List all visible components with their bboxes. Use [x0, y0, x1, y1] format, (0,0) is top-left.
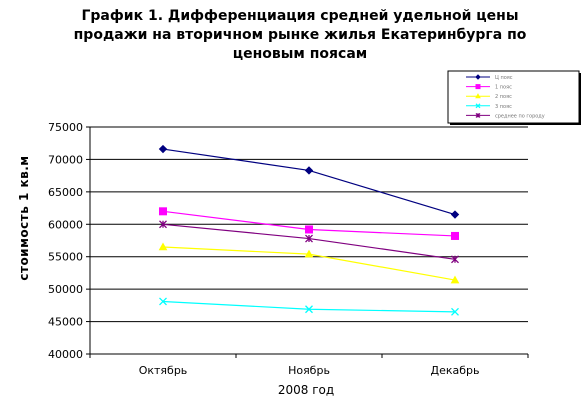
- data-point-marker: [451, 231, 459, 240]
- legend-label: 2 пояс: [495, 94, 512, 100]
- data-point-marker: [159, 220, 167, 229]
- y-tick-label: 60000: [48, 218, 83, 231]
- data-point-marker: [304, 166, 314, 175]
- series-group: [159, 220, 459, 264]
- series-line: [162, 148, 456, 216]
- data-point-marker: [159, 207, 167, 216]
- x-tick-label: Октябрь: [139, 364, 188, 377]
- series-group: [158, 144, 460, 219]
- chart-title-line-1: График 1. Дифференциация средней удельно…: [81, 8, 519, 24]
- data-point-marker: [475, 74, 481, 80]
- x-axis-label: 2008 год: [278, 383, 334, 397]
- x-tick-label: Декабрь: [431, 364, 480, 377]
- legend: Ц пояс 1 пояс 2 пояс 3 пояс среднее по город…: [447, 70, 581, 125]
- y-tick-label: 45000: [48, 316, 83, 329]
- data-point-marker: [158, 242, 168, 251]
- data-point-marker: [451, 255, 459, 264]
- y-tick-labels: 40000 45000 50000 55000 60000 65000 70000 75000: [48, 121, 83, 361]
- grid-lines: [90, 126, 528, 323]
- y-tick-label: 75000: [48, 121, 83, 134]
- data-point-marker: [450, 210, 460, 219]
- axes: [86, 126, 529, 358]
- x-tick-labels: Октябрь Ноябрь Декабрь: [139, 364, 480, 377]
- series-group: [159, 207, 459, 240]
- y-tick-label: 65000: [48, 186, 83, 199]
- chart-title-line-2: продажи на вторичном рынке жилья Екатери…: [73, 27, 527, 43]
- data-point-marker: [475, 84, 481, 90]
- legend-box: [447, 70, 580, 124]
- chart-title-line-3: ценовым поясам: [232, 46, 368, 62]
- series-group: [158, 242, 460, 284]
- data-point-marker: [304, 249, 314, 258]
- series-group: [159, 297, 459, 316]
- data-point-marker: [475, 103, 481, 109]
- data-point-marker: [305, 225, 313, 234]
- legend-label: Ц пояс: [495, 75, 513, 81]
- data-point-marker: [450, 275, 460, 284]
- series-line: [162, 300, 456, 313]
- legend-label: 3 пояс: [495, 104, 512, 110]
- y-tick-label: 40000: [48, 348, 83, 361]
- data-point-marker: [159, 297, 167, 306]
- legend-label: среднее по городу: [495, 113, 545, 119]
- x-tick-label: Ноябрь: [288, 364, 330, 377]
- legend-label: 1 пояс: [495, 85, 512, 91]
- data-point-marker: [475, 93, 481, 99]
- y-tick-label: 70000: [48, 153, 83, 166]
- y-axis-label: стоимость 1 кв.м: [17, 155, 31, 280]
- y-tick-label: 50000: [48, 283, 83, 296]
- y-tick-label: 55000: [48, 251, 83, 264]
- chart-title: График 1. Дифференциация средней удельно…: [40, 7, 560, 64]
- data-point-marker: [305, 305, 313, 314]
- data-point-marker: [305, 234, 313, 243]
- data-point-marker: [451, 307, 459, 316]
- series-lines: [158, 144, 460, 316]
- data-point-marker: [475, 112, 481, 118]
- data-point-marker: [158, 144, 168, 154]
